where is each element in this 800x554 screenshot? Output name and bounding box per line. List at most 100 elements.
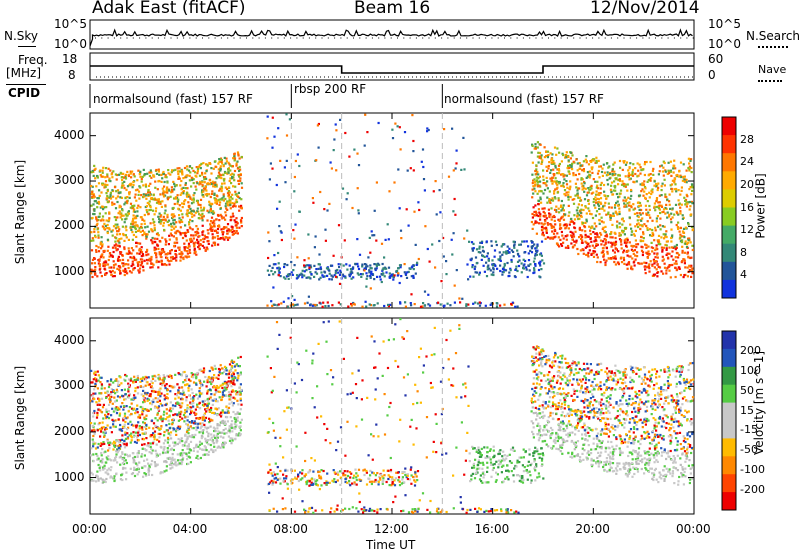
data-cell xyxy=(221,393,225,396)
data-cell xyxy=(562,218,566,221)
data-cell xyxy=(595,190,598,193)
data-cell xyxy=(490,240,493,243)
data-cell xyxy=(312,201,315,204)
data-cell xyxy=(303,302,307,305)
data-cell xyxy=(595,242,598,246)
data-cell xyxy=(238,412,241,415)
data-cell xyxy=(416,261,419,264)
data-cell xyxy=(531,161,534,164)
data-cell xyxy=(668,213,671,216)
data-cell xyxy=(280,302,283,305)
data-cell xyxy=(174,463,177,466)
data-cell xyxy=(590,192,593,195)
data-cell xyxy=(451,253,454,256)
data-cell xyxy=(127,396,130,399)
data-cell xyxy=(659,243,662,246)
data-cell xyxy=(188,421,191,424)
data-cell xyxy=(610,214,613,217)
data-cell xyxy=(474,271,477,274)
data-cell xyxy=(127,390,130,393)
data-cell xyxy=(170,228,173,231)
data-cell xyxy=(529,249,532,252)
data-cell xyxy=(641,183,644,187)
data-cell xyxy=(121,402,124,405)
data-cell xyxy=(576,178,579,181)
data-cell xyxy=(421,148,425,151)
data-cell xyxy=(666,216,669,219)
data-cell xyxy=(530,220,533,224)
nsky-line xyxy=(89,28,693,47)
data-cell xyxy=(559,205,563,208)
data-cell xyxy=(682,276,685,279)
data-cell xyxy=(224,388,228,391)
data-cell xyxy=(630,233,633,236)
data-cell xyxy=(193,420,196,423)
data-cell xyxy=(93,432,96,435)
data-cell xyxy=(215,400,218,403)
data-cell xyxy=(135,217,138,220)
data-cell xyxy=(141,466,144,469)
data-cell xyxy=(218,413,221,416)
data-cell xyxy=(118,412,122,415)
data-cell xyxy=(508,247,511,250)
data-cell xyxy=(643,223,646,226)
data-cell xyxy=(480,258,483,261)
data-cell xyxy=(162,215,165,218)
data-cell xyxy=(199,407,202,410)
data-cell xyxy=(592,198,596,201)
data-cell xyxy=(172,441,175,444)
data-cell xyxy=(501,253,504,256)
data-cell xyxy=(575,241,578,244)
data-cell xyxy=(181,171,184,175)
data-cell xyxy=(132,424,135,427)
data-cell xyxy=(112,264,116,267)
data-cell xyxy=(109,383,112,386)
data-cell xyxy=(232,204,235,207)
data-cell xyxy=(104,391,107,394)
data-cell xyxy=(467,278,470,281)
data-cell xyxy=(121,182,124,185)
data-cell xyxy=(197,242,200,245)
data-cell xyxy=(124,373,127,377)
data-cell xyxy=(633,181,636,184)
data-cell xyxy=(350,277,353,280)
data-cell xyxy=(172,222,175,225)
data-cell xyxy=(170,410,173,413)
data-cell xyxy=(178,252,181,255)
data-cell xyxy=(171,225,174,228)
data-cell xyxy=(364,300,367,303)
data-cell xyxy=(138,247,141,250)
data-cell xyxy=(176,241,179,244)
data-cell xyxy=(375,239,378,242)
data-cell xyxy=(581,229,584,232)
data-cell xyxy=(374,268,377,272)
data-cell xyxy=(231,172,234,175)
data-cell xyxy=(113,396,116,399)
data-cell xyxy=(146,391,149,395)
data-cell xyxy=(236,391,239,394)
data-cell xyxy=(215,218,218,221)
data-cell xyxy=(501,267,505,270)
data-cell xyxy=(173,257,176,260)
data-cell xyxy=(180,437,183,440)
data-cell xyxy=(266,137,269,140)
data-cell xyxy=(93,213,96,216)
data-cell xyxy=(203,417,206,420)
data-cell xyxy=(169,259,173,262)
data-cell xyxy=(576,169,579,172)
data-cell xyxy=(306,301,309,304)
data-cell xyxy=(138,427,141,430)
data-cell xyxy=(125,214,128,217)
data-cell xyxy=(641,251,645,254)
data-cell xyxy=(649,178,652,181)
data-cell xyxy=(218,158,221,161)
data-cell xyxy=(580,237,583,240)
data-cell xyxy=(583,190,586,193)
data-cell xyxy=(155,464,158,467)
data-cell xyxy=(683,175,686,178)
data-cell xyxy=(225,385,228,388)
data-cell xyxy=(117,380,120,383)
data-cell xyxy=(147,445,150,448)
data-cell xyxy=(648,196,651,199)
data-cell xyxy=(151,240,154,243)
